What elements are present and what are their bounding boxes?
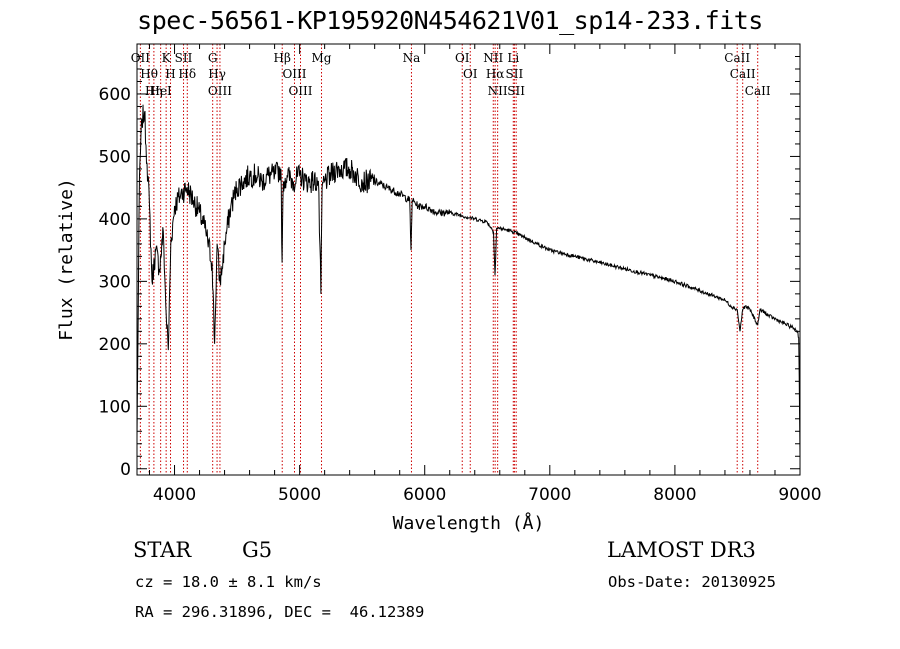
x-tick-label: 7000 [528,485,571,505]
emission-line-label: Li [507,51,519,65]
emission-line-label: OIII [288,84,312,98]
emission-line-label: OI [455,51,470,65]
emission-line-markers [139,44,759,475]
emission-line-label: SII [175,51,193,65]
y-tick-label: 600 [99,85,131,105]
y-tick-label: 0 [120,460,131,480]
y-tick-label: 200 [99,335,131,355]
coordinates-text: RA = 296.31896, DEC = 46.12389 [135,603,425,621]
emission-line-label: CaII [724,51,750,65]
x-tick-label: 9000 [778,485,821,505]
emission-line-label: OIII [282,67,306,81]
emission-line-label: K [162,51,172,65]
y-tick-label: 500 [99,147,131,167]
y-tick-label: 300 [99,272,131,292]
emission-line-label: SII [507,84,525,98]
spectrum-line [136,104,801,457]
emission-line-label: Na [403,51,421,65]
y-tick-label: 400 [99,210,131,230]
emission-line-label: Hη [145,84,163,98]
axis-ticks [137,44,801,475]
emission-line-label: H [165,67,175,81]
y-tick-label: 100 [99,397,131,417]
emission-line-label: Hβ [274,51,291,65]
emission-line-label: Hθ [140,67,158,81]
object-subclass: G5 [242,538,273,562]
emission-line-label: OI [463,67,478,81]
emission-line-label: G [208,51,218,65]
x-tick-label: 6000 [403,485,446,505]
emission-line-label: NII [488,84,508,98]
emission-line-label: Hδ [178,67,196,81]
object-class: STAR [133,538,192,562]
emission-line-label: OIII [208,84,232,98]
obs-date: Obs-Date: 20130925 [608,573,776,591]
emission-line-label: Hα [486,67,505,81]
x-tick-label: 5000 [278,485,321,505]
axis-tick-labels: 4000 5000 6000 7000 8000 9000 0 100 200 300 400 500… [99,85,822,505]
emission-line-label: CaII [730,67,756,81]
emission-line-label: HeI [149,84,172,98]
emission-line-label: CaII [745,84,771,98]
emission-line-label: Mg [312,51,332,65]
y-axis-label: Flux (relative) [56,178,77,341]
survey-label: LAMOST DR3 [607,538,756,562]
emission-line-label: OII [131,51,151,65]
x-axis-label: Wavelength (Å) [393,512,545,534]
emission-line-label: Hγ [208,67,226,81]
chart-title: spec-56561-KP195920N454621V01_sp14-233.f… [137,6,763,35]
redshift-text: cz = 18.0 ± 8.1 km/s [135,573,322,591]
emission-line-label: SII [506,67,524,81]
plot-frame [136,43,801,476]
x-tick-label: 8000 [653,485,696,505]
emission-line-label: NII [483,51,503,65]
x-tick-label: 4000 [153,485,196,505]
